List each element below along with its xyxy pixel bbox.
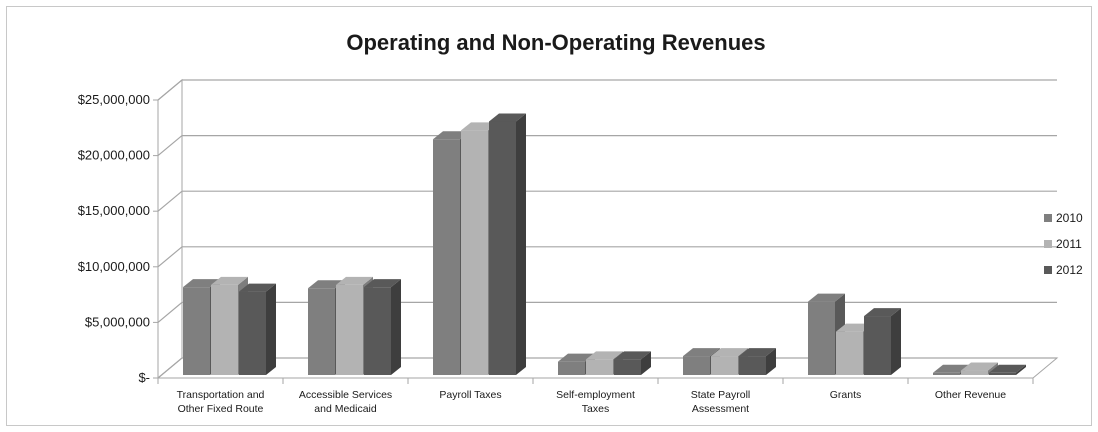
x-tick-label: Grants	[830, 389, 862, 401]
bar-top	[239, 283, 276, 292]
legend-label: 2011	[1056, 237, 1082, 251]
bar-top	[586, 351, 623, 360]
bar	[989, 364, 1026, 375]
x-tick-label: State Payroll Assessment	[691, 389, 751, 415]
bar-top	[364, 279, 401, 288]
bar-front	[808, 301, 835, 375]
bar-top	[614, 351, 651, 360]
bar-front	[711, 356, 738, 375]
chart-walls	[156, 78, 1059, 380]
y-tick-label: $10,000,000	[78, 259, 150, 274]
bar	[739, 348, 776, 375]
bar-top	[183, 279, 220, 288]
y-tick-label: $15,000,000	[78, 203, 150, 218]
bar-front	[836, 331, 863, 375]
bar-top	[933, 364, 970, 373]
bar-front	[364, 287, 391, 375]
x-tick-label: Accessible Services and Medicaid	[299, 389, 392, 415]
bar-top	[558, 353, 595, 362]
legend-label: 2012	[1056, 263, 1083, 277]
y-tick-label: $25,000,000	[78, 92, 150, 107]
y-tick-label: $5,000,000	[85, 314, 150, 329]
x-tick-label: Transportation and Other Fixed Route	[177, 389, 265, 415]
legend-swatch	[1044, 266, 1052, 274]
bars	[183, 113, 1026, 376]
legend: 2010 2011 2012	[1044, 211, 1083, 277]
bar-top	[211, 276, 248, 285]
bar-front	[586, 359, 613, 375]
bar-top	[433, 131, 470, 140]
bar	[489, 113, 526, 376]
x-axis-ticks: Transportation and Other Fixed Route Acces…	[157, 378, 1034, 415]
bar-top	[808, 293, 845, 302]
gridline	[157, 135, 1057, 157]
bar	[364, 279, 401, 375]
gridline	[157, 301, 1057, 323]
bar-front	[614, 359, 641, 375]
chart-title: Operating and Non-Operating Revenues	[346, 30, 765, 55]
bar-top	[461, 122, 498, 131]
y-tick-label: $-	[138, 370, 150, 385]
bar-front	[933, 372, 960, 375]
y-axis-ticks: $- $5,000,000 $10,000,000 $15,000,000 $20,00…	[78, 92, 150, 385]
bar-front	[239, 291, 266, 375]
bar-side	[266, 283, 276, 375]
bar-front	[336, 284, 363, 375]
x-tick-label: Self-employment Taxes	[556, 389, 635, 415]
bar-front	[961, 370, 988, 375]
bar-side	[766, 348, 776, 375]
bar-top	[961, 362, 998, 371]
bar-front	[211, 284, 238, 375]
bar-top	[683, 348, 720, 357]
legend-label: 2010	[1056, 211, 1083, 225]
bar-top	[989, 364, 1026, 373]
legend-swatch	[1044, 240, 1052, 248]
gridlines	[153, 79, 1057, 379]
x-tick-label: Payroll Taxes	[439, 389, 501, 401]
bar-side	[1016, 364, 1026, 375]
bar-side	[391, 279, 401, 375]
bar-side	[516, 113, 526, 376]
gridline	[157, 246, 1057, 268]
bar	[614, 351, 651, 375]
bar-top	[836, 323, 873, 332]
bar-top	[336, 276, 373, 285]
bar-front	[683, 356, 710, 375]
y-tick-label: $20,000,000	[78, 148, 150, 163]
side-wall	[157, 78, 183, 380]
bar	[864, 308, 901, 375]
bar-side	[641, 351, 651, 375]
bar-front	[433, 139, 460, 375]
gridline	[157, 79, 1057, 101]
bar-top	[308, 280, 345, 289]
bar	[711, 348, 748, 375]
bar-front	[489, 121, 516, 376]
bar-top	[739, 348, 776, 357]
gridline	[157, 190, 1057, 212]
bar-front	[739, 356, 766, 375]
bar-front	[558, 361, 585, 375]
bar-top	[489, 113, 526, 122]
bar-top	[711, 348, 748, 357]
x-tick-label: Other Revenue	[935, 389, 1006, 401]
bar-side	[891, 308, 901, 375]
bar-top	[864, 308, 901, 317]
bar-front	[308, 288, 335, 375]
bar	[239, 283, 276, 375]
bar-front	[989, 372, 1016, 375]
bar-front	[183, 287, 210, 375]
bar-front	[461, 130, 488, 375]
bar-front	[864, 316, 891, 375]
legend-swatch	[1044, 214, 1052, 222]
